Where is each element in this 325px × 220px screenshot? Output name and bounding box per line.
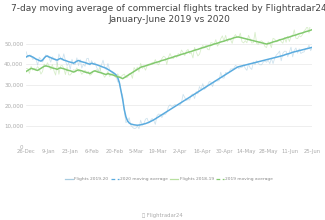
Legend: Flights 2019-20, 2020 moving average, Flights 2018-19, 2019 moving average: Flights 2019-20, 2020 moving average, Fl… (63, 175, 275, 183)
Title: 7-day moving average of commercial flights tracked by Flightradar24
January-June: 7-day moving average of commercial fligh… (11, 4, 325, 24)
Text: Ⓕ Flightradar24: Ⓕ Flightradar24 (142, 213, 183, 218)
